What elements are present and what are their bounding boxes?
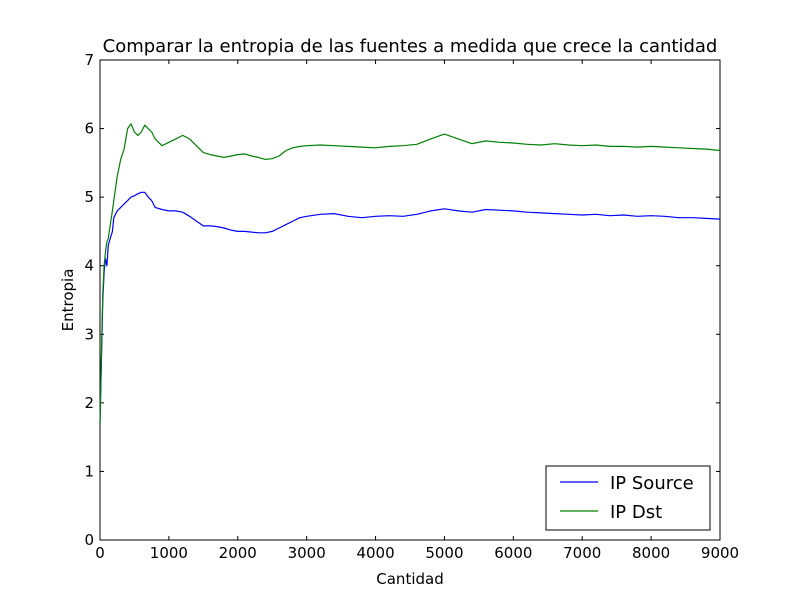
y-tick-label: 0 xyxy=(84,531,94,549)
x-tick-label: 8000 xyxy=(632,544,670,562)
x-tick-label: 9000 xyxy=(701,544,739,562)
y-axis-label: Entropia xyxy=(59,269,77,332)
y-tick-label: 6 xyxy=(84,120,94,138)
x-tick-label: 2000 xyxy=(219,544,257,562)
x-tick-label: 6000 xyxy=(494,544,532,562)
y-tick-label: 3 xyxy=(84,325,94,343)
x-tick-label: 5000 xyxy=(425,544,463,562)
legend-label-ip-source: IP Source xyxy=(610,473,694,494)
series-line-ip-source xyxy=(99,191,721,424)
y-tick-label: 7 xyxy=(84,51,94,69)
legend-box xyxy=(545,465,711,531)
series-layer xyxy=(99,123,721,424)
x-tick-label: 1000 xyxy=(150,544,188,562)
series-line-ip-dst xyxy=(99,123,721,424)
legend: IP Source IP Dst xyxy=(545,465,711,531)
x-tick-label: 4000 xyxy=(356,544,394,562)
y-tick-label: 2 xyxy=(84,394,94,412)
y-tick-label: 5 xyxy=(84,188,94,206)
legend-label-ip-dst: IP Dst xyxy=(610,502,662,523)
chart-title: Comparar la entropia de las fuentes a me… xyxy=(103,36,718,57)
x-axis-label: Cantidad xyxy=(376,570,443,588)
x-tick-label: 3000 xyxy=(288,544,326,562)
y-tick-label: 4 xyxy=(84,257,94,275)
x-tick-label: 0 xyxy=(95,544,105,562)
y-tick-label: 1 xyxy=(84,462,94,480)
x-tick-label: 7000 xyxy=(563,544,601,562)
ticks: 0 1000 2000 3000 4000 5000 6000 7000 8000 9000 0 1 2… xyxy=(84,51,739,562)
plot-frame xyxy=(99,59,721,541)
